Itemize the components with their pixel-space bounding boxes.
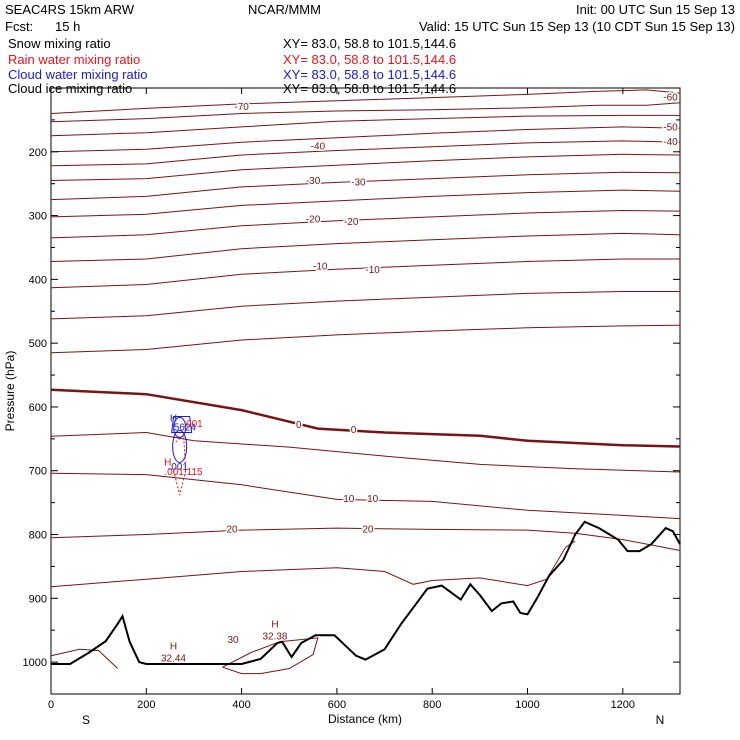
max-marker-value: 32.38 bbox=[262, 631, 287, 642]
south-label: S bbox=[82, 713, 90, 727]
x-axis-label: Distance (km) bbox=[328, 712, 402, 726]
contour-label: 30 bbox=[227, 635, 239, 646]
temperature-contour bbox=[50, 114, 680, 137]
y-tick-label: 400 bbox=[29, 274, 47, 286]
temperature-contour bbox=[50, 189, 681, 218]
cloud-label: H bbox=[170, 413, 177, 424]
contour-label: -40 bbox=[663, 137, 678, 148]
y-tick-label: 900 bbox=[29, 593, 47, 605]
init-time: Init: 00 UTC Sun 15 Sep 13 bbox=[576, 2, 735, 17]
temperature-contour bbox=[50, 648, 119, 669]
field-xy-cloud-water: XY= 83.0, 58.8 to 101.5,144.6 bbox=[283, 67, 456, 82]
field-name-cloud-water: Cloud water mixing ratio bbox=[8, 67, 147, 82]
contour-label: -20 bbox=[306, 214, 321, 225]
y-tick-label: 600 bbox=[29, 402, 47, 414]
y-tick-label: 200 bbox=[29, 147, 47, 159]
temperature-contour bbox=[50, 89, 681, 114]
y-tick-label: 300 bbox=[29, 211, 47, 223]
y-tick-label: 800 bbox=[29, 530, 47, 542]
contour-label: 10 bbox=[367, 494, 379, 505]
field-name-rain: Rain water mixing ratio bbox=[8, 52, 140, 67]
temperature-contour bbox=[50, 431, 681, 473]
contour-label: -60 bbox=[663, 93, 678, 104]
contour-labels: -70 -60 -50 -40 -40 -30 -30 -20 -20 -10 -10 0 0 10 10 2… bbox=[161, 91, 680, 665]
x-tick-label: 1200 bbox=[611, 699, 635, 711]
y-tick-label: 1000 bbox=[23, 657, 47, 669]
max-marker-value: 32.44 bbox=[161, 654, 186, 665]
contour-label: -30 bbox=[351, 177, 366, 188]
contour-label: -50 bbox=[663, 123, 678, 134]
y-tick-label: 700 bbox=[29, 466, 47, 478]
temperature-contour bbox=[50, 324, 681, 354]
cloud-contours bbox=[171, 416, 193, 496]
plot-frame bbox=[50, 87, 681, 695]
cloud-label: .001 bbox=[183, 419, 203, 430]
rain-water-contour bbox=[175, 434, 187, 471]
cloud-water-contour bbox=[173, 416, 187, 438]
temperature-contour bbox=[50, 291, 680, 320]
temperature-contour bbox=[50, 527, 681, 551]
x-tick-label: 600 bbox=[328, 699, 346, 711]
temperature-contour bbox=[50, 209, 681, 239]
valid-time: Valid: 15 UTC Sun 15 Sep 13 (10 CDT Sun … bbox=[419, 19, 735, 34]
temperature-contour bbox=[50, 232, 681, 262]
x-tick-label: 200 bbox=[137, 699, 155, 711]
contour-label: -10 bbox=[313, 262, 328, 273]
center-name: NCAR/MMM bbox=[248, 2, 321, 17]
x-tick-label: 400 bbox=[232, 699, 250, 711]
contour-label: 20 bbox=[227, 524, 239, 535]
contour-label: 10 bbox=[343, 494, 355, 505]
max-marker-letter: H bbox=[170, 642, 177, 653]
y-tick-label: 500 bbox=[29, 338, 47, 350]
contour-label: 0 bbox=[351, 425, 357, 436]
field-xy-rain: XY= 83.0, 58.8 to 101.5,144.6 bbox=[283, 52, 456, 67]
fcst-value: 15 h bbox=[55, 19, 80, 34]
contour-label: -70 bbox=[234, 102, 249, 113]
temperature-contour bbox=[50, 258, 680, 289]
temperature-contour bbox=[50, 171, 681, 201]
axes: 0 200 400 600 800 1000 12002003004005006007008… bbox=[23, 87, 680, 711]
temperature-contour bbox=[50, 153, 681, 181]
contour-label: -40 bbox=[311, 142, 326, 153]
contour-label: -30 bbox=[306, 176, 321, 187]
y-axis-label: Pressure (hPa) bbox=[3, 351, 17, 432]
fcst-label: Fcst: bbox=[5, 19, 33, 34]
terrain bbox=[51, 520, 681, 665]
contour-label: 20 bbox=[362, 524, 374, 535]
max-marker-letter: H bbox=[271, 619, 278, 630]
field-xy-snow: XY= 83.0, 58.8 to 101.5,144.6 bbox=[283, 36, 456, 51]
contour-label: -20 bbox=[344, 217, 359, 228]
temperature-contour bbox=[222, 637, 319, 675]
x-tick-label: 0 bbox=[48, 699, 54, 711]
contour-label: -10 bbox=[365, 265, 380, 276]
x-tick-label: 1000 bbox=[515, 699, 539, 711]
temperature-contour bbox=[50, 472, 681, 520]
temperature-contour bbox=[50, 102, 681, 123]
cloud-label: H bbox=[164, 457, 171, 468]
temperature-contours bbox=[50, 89, 681, 675]
north-label: N bbox=[656, 713, 665, 727]
rain-water-contour bbox=[173, 470, 187, 496]
field-name-snow: Snow mixing ratio bbox=[8, 36, 111, 51]
temperature-contour bbox=[50, 388, 681, 448]
contour-label: 0 bbox=[296, 420, 302, 431]
cloud-label: .001.115 bbox=[164, 467, 203, 478]
temperature-contour bbox=[50, 140, 681, 167]
terrain-line bbox=[51, 520, 681, 665]
temperature-contour bbox=[50, 540, 576, 588]
model-name: SEAC4RS 15km ARW bbox=[5, 2, 135, 17]
cloud-water-contour bbox=[172, 429, 188, 463]
x-tick-label: 800 bbox=[423, 699, 441, 711]
cloud-label: .5624 bbox=[171, 422, 196, 433]
cloud-label: .001 bbox=[168, 462, 188, 473]
temperature-contour bbox=[50, 126, 681, 153]
